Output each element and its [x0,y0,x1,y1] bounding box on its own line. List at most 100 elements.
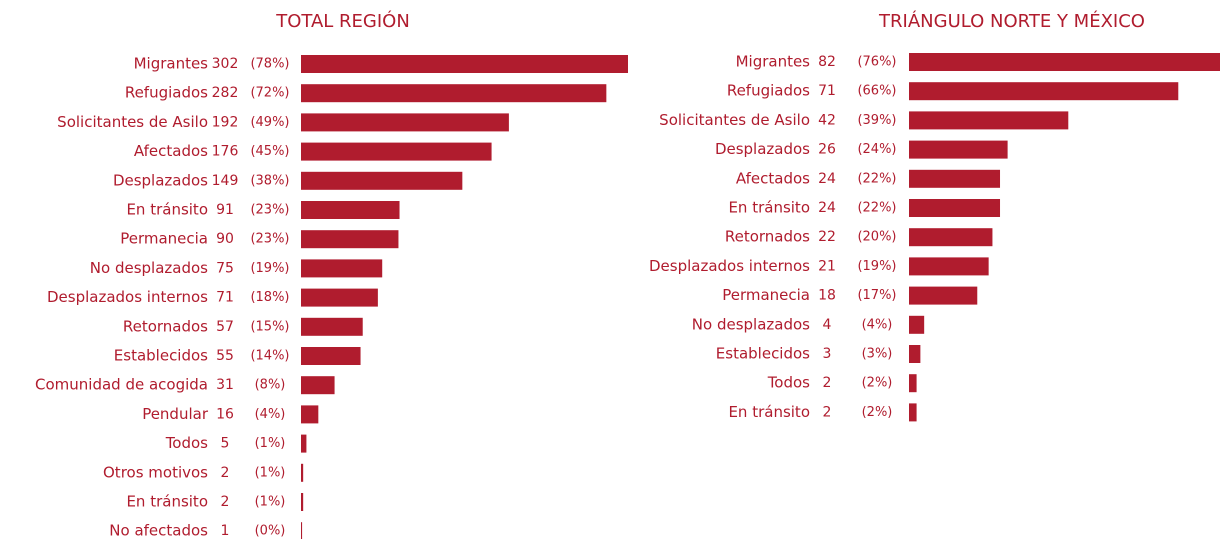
category-label: Desplazados internos [47,288,208,306]
value-label: 16 [216,406,234,422]
category-label: Retornados [725,228,810,246]
bar [909,82,1179,101]
percent-label: (23%) [250,232,289,247]
category-label: No afectados [109,522,208,539]
value-label: 24 [818,200,836,216]
bar [301,376,335,395]
bar [909,53,1220,71]
value-label: 75 [216,260,234,276]
percent-label: (22%) [857,171,896,186]
percent-label: (3%) [862,347,893,362]
chart-title: TOTAL REGIÓN [275,10,410,32]
category-label: Desplazados internos [649,257,810,275]
percent-label: (4%) [255,407,286,422]
category-label: Desplazados [715,140,810,158]
value-label: 2 [221,494,230,510]
percent-label: (78%) [250,57,289,72]
value-label: 4 [823,317,832,333]
bar [301,55,628,73]
chart-title: TRIÁNGULO NORTE Y MÉXICO [878,10,1145,32]
bar [301,142,492,161]
bar [909,199,1001,217]
category-label: Establecidos [716,345,810,363]
value-label: 42 [818,112,836,128]
percent-label: (8%) [255,378,286,393]
bar [909,228,993,247]
bar [301,201,400,219]
category-label: Refugiados [727,82,810,100]
percent-label: (19%) [857,259,896,274]
category-label: Todos [165,434,208,452]
value-label: 90 [216,231,234,247]
value-label: 149 [212,173,239,189]
value-label: 5 [221,436,230,452]
bar [301,113,509,132]
value-label: 31 [216,377,234,393]
percent-label: (49%) [250,115,289,130]
category-label: Afectados [736,169,810,187]
category-label: Solicitantes de Asilo [659,111,810,129]
percent-label: (15%) [250,319,289,334]
bar [301,230,399,249]
value-label: 302 [212,56,239,72]
value-label: 24 [818,171,836,187]
bar [909,257,989,276]
category-label: Todos [767,374,810,392]
bar [909,140,1008,159]
value-label: 55 [216,348,234,364]
percent-label: (2%) [862,376,893,391]
category-label: No desplazados [90,259,208,277]
category-label: Migrantes [736,53,811,71]
bar [301,317,363,336]
percent-label: (22%) [857,201,896,216]
percent-label: (19%) [250,261,289,276]
value-label: 2 [823,404,832,420]
bar [301,347,361,365]
category-label: Establecidos [114,347,208,365]
percent-label: (2%) [862,405,893,420]
value-label: 2 [221,465,230,481]
category-label: Retornados [123,317,208,335]
value-label: 71 [216,290,234,306]
category-label: Permanecia [120,230,208,248]
category-label: Desplazados [113,171,208,189]
category-label: En tránsito [126,201,208,219]
percent-label: (66%) [857,84,896,99]
category-label: Pendular [142,405,209,423]
value-label: 71 [818,83,836,99]
value-label: 192 [212,114,239,130]
percent-label: (4%) [862,317,893,332]
value-label: 18 [818,288,836,304]
value-label: 57 [216,319,234,335]
bar [909,374,917,393]
category-label: En tránsito [126,493,208,511]
value-label: 22 [818,229,836,245]
value-label: 2 [823,375,832,391]
percent-label: (14%) [250,349,289,364]
bar [909,345,921,363]
value-label: 176 [212,144,239,160]
category-label: Otros motivos [103,463,208,481]
percent-label: (23%) [250,203,289,218]
bar [909,315,925,334]
percent-label: (76%) [857,55,896,70]
category-label: No desplazados [692,315,810,333]
bar [301,434,307,453]
percent-label: (17%) [857,288,896,303]
percent-label: (18%) [250,290,289,305]
category-label: En tránsito [728,403,810,421]
percent-label: (1%) [255,465,286,480]
bar [301,463,304,482]
category-label: En tránsito [728,199,810,217]
value-label: 3 [823,346,832,362]
value-label: 21 [818,258,836,274]
percent-label: (45%) [250,144,289,159]
bar [301,259,383,278]
percent-label: (20%) [857,230,896,245]
value-label: 91 [216,202,234,218]
bar [301,84,607,103]
bar [301,405,319,424]
percent-label: (1%) [255,495,286,510]
percent-label: (24%) [857,142,896,157]
